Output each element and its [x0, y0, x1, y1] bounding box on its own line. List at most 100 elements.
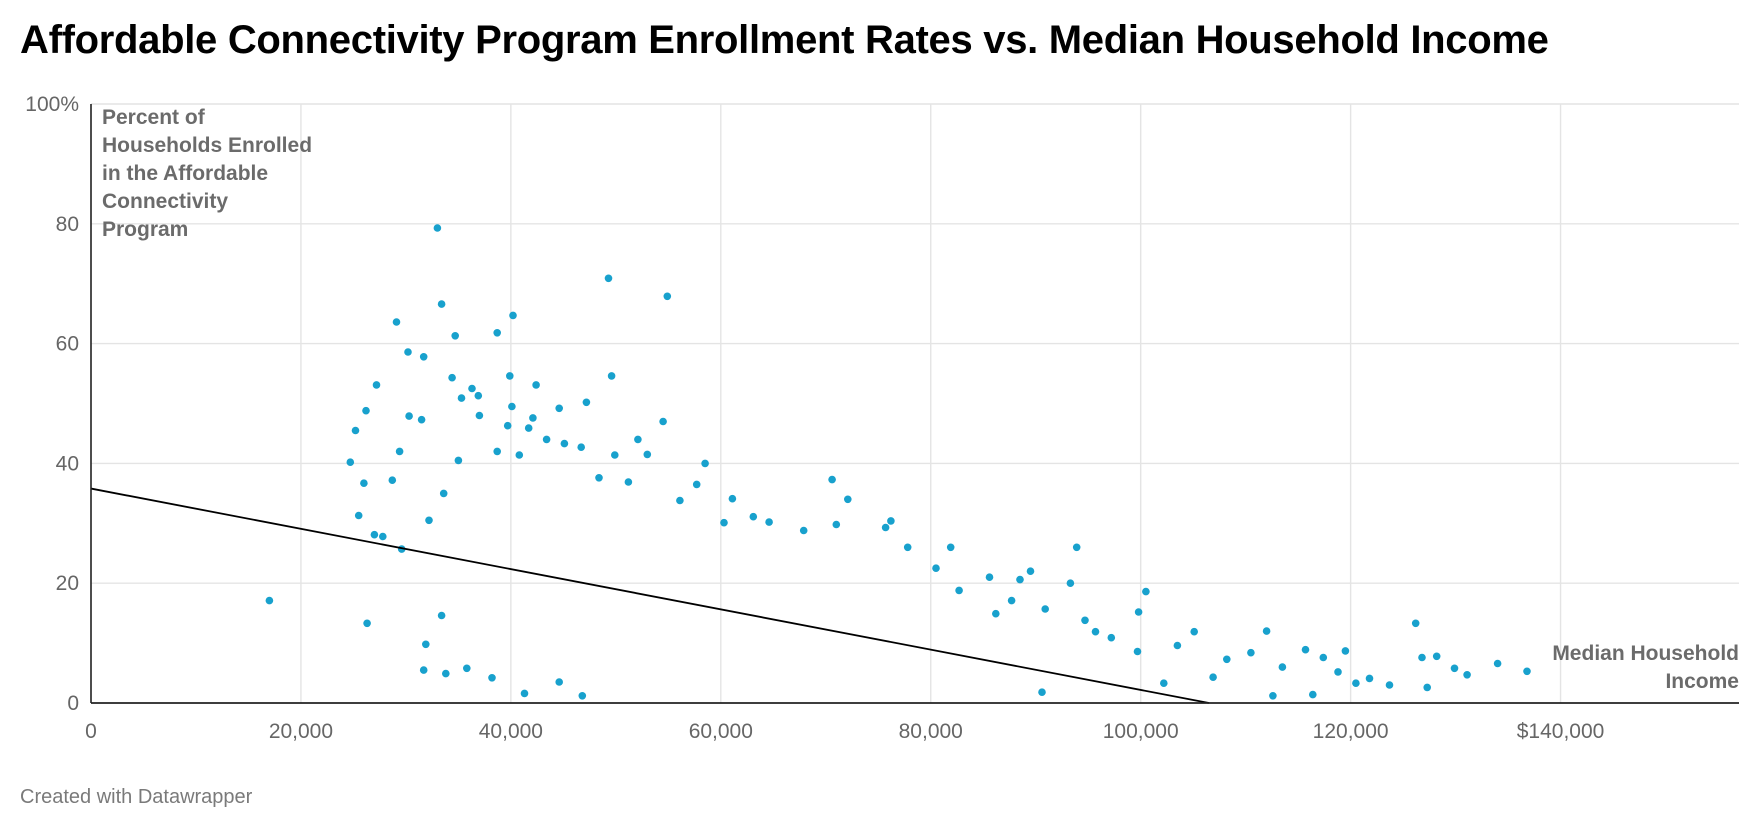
data-point [604, 274, 613, 283]
data-point [1223, 655, 1231, 664]
data-point [506, 372, 514, 380]
data-point [354, 511, 363, 520]
x-tick-label-5: 100,000 [1103, 720, 1179, 743]
data-point [844, 495, 852, 504]
data-point [1026, 567, 1035, 575]
x-annotation-line: Median Household [1552, 642, 1739, 665]
y-annotation-line: Households Enrolled [102, 134, 312, 157]
trendline [90, 487, 1210, 704]
data-point [360, 479, 368, 488]
data-point [799, 526, 808, 535]
data-point [1160, 679, 1168, 687]
data-point [1173, 641, 1182, 650]
data-point [372, 381, 381, 389]
data-point [379, 532, 387, 541]
data-point [362, 406, 370, 415]
y-tick-label-2: 40 [56, 452, 79, 475]
data-point [946, 543, 955, 552]
data-point [405, 412, 413, 420]
data-point [1385, 681, 1394, 689]
y-annotation-line: in the Affordable [102, 162, 268, 185]
data-point [634, 435, 642, 444]
data-point [524, 424, 533, 432]
x-annotation-line: Income [1665, 670, 1739, 693]
data-point [515, 451, 524, 459]
data-point [1007, 596, 1016, 605]
data-point [457, 394, 466, 402]
data-point [1334, 668, 1342, 676]
data-point [832, 520, 841, 529]
data-point [425, 516, 433, 525]
data-point [555, 678, 563, 686]
data-point [643, 450, 652, 459]
data-point [577, 443, 585, 452]
data-point [520, 689, 529, 698]
data-point [419, 353, 428, 361]
data-point [1190, 627, 1198, 636]
data-point [493, 329, 502, 337]
data-point [1269, 692, 1277, 700]
data-point [992, 609, 1000, 618]
data-point [1418, 653, 1426, 662]
data-point [659, 417, 667, 426]
data-point [433, 224, 442, 232]
y-tick-label-4: 80 [56, 213, 79, 236]
data-point [624, 478, 633, 486]
axes [90, 104, 1739, 704]
y-annotation-line: Connectivity [102, 190, 228, 213]
x-tick-label-3: 60,000 [689, 720, 753, 743]
data-point [1038, 688, 1046, 696]
data-point [1450, 664, 1459, 673]
data-point [346, 458, 355, 467]
data-point [474, 391, 483, 400]
data-point [1142, 587, 1150, 596]
data-point [1091, 627, 1100, 636]
data-point [692, 480, 701, 489]
data-point [363, 619, 371, 628]
data-point [417, 415, 426, 424]
data-point [422, 640, 430, 649]
data-point [1365, 674, 1374, 683]
data-point [448, 373, 456, 382]
data-point [509, 311, 517, 320]
data-point [1066, 579, 1075, 587]
data-point [578, 692, 587, 700]
data-point [1209, 673, 1217, 681]
data-point [720, 518, 728, 527]
x-tick-label-4: 80,000 [899, 720, 963, 743]
data-point [419, 666, 428, 674]
data-point [1493, 659, 1502, 668]
data-point [932, 564, 940, 572]
data-point [532, 381, 540, 389]
y-tick-label-1: 20 [56, 572, 79, 595]
data-point [881, 523, 890, 532]
data-point [493, 447, 502, 456]
data-points [265, 224, 1531, 700]
data-point [351, 426, 360, 435]
axis-tick-labels: 0 20 40 60 80 100% 0 20,000 40,000 60,000 80,000 10… [25, 93, 1604, 743]
data-point [765, 518, 773, 526]
x-tick-label-2: 40,000 [479, 720, 543, 743]
data-point [468, 384, 476, 393]
data-point [985, 573, 994, 581]
data-point [437, 300, 446, 308]
x-tick-label-1: 20,000 [269, 720, 333, 743]
data-point [749, 512, 758, 521]
data-point [454, 456, 463, 465]
data-point [611, 451, 619, 459]
axis-annotations: Percent of Households Enrolled in the Affo… [102, 106, 1739, 693]
data-point [1352, 679, 1360, 687]
x-axis-annotation: Median Household Income [1552, 642, 1739, 693]
data-point [370, 530, 379, 539]
y-tick-label-5: 100% [25, 93, 79, 116]
data-point [1411, 619, 1420, 628]
y-tick-label-0: 0 [67, 692, 79, 715]
data-point [1107, 633, 1116, 642]
data-point [442, 669, 450, 678]
data-point [439, 489, 448, 498]
data-point [828, 475, 836, 484]
x-tick-label-7: $140,000 [1517, 720, 1605, 743]
data-point [1133, 647, 1142, 656]
data-point [555, 404, 563, 413]
y-annotation-line: Percent of [102, 106, 206, 129]
